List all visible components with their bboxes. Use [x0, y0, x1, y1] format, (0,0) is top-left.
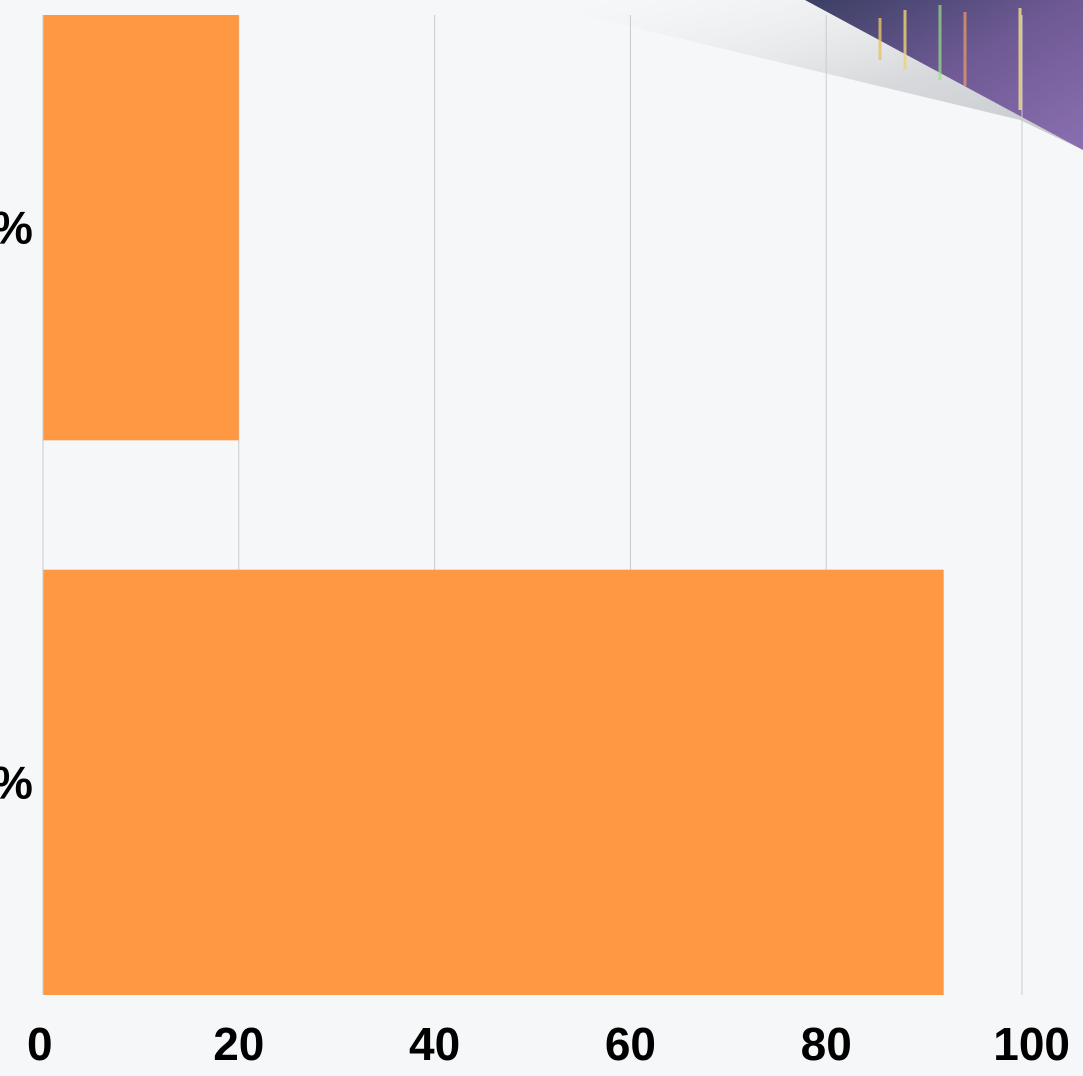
x-tick-label-100: 100 — [993, 1018, 1070, 1070]
x-tick-label-0: 0 — [27, 1018, 53, 1070]
bar-1 — [43, 569, 944, 995]
category-label-1: % — [0, 756, 33, 808]
x-tick-label-40: 40 — [409, 1018, 460, 1070]
category-label-0: % — [0, 202, 33, 254]
x-tick-label-80: 80 — [801, 1018, 852, 1070]
x-tick-labels: 0 20 40 60 80 100 — [27, 1018, 1070, 1070]
bars — [43, 15, 944, 995]
bar-0 — [43, 15, 239, 441]
decorative-corner-image — [520, 0, 1083, 150]
x-tick-label-20: 20 — [213, 1018, 264, 1070]
category-labels: %% — [0, 202, 33, 809]
x-tick-label-60: 60 — [605, 1018, 656, 1070]
